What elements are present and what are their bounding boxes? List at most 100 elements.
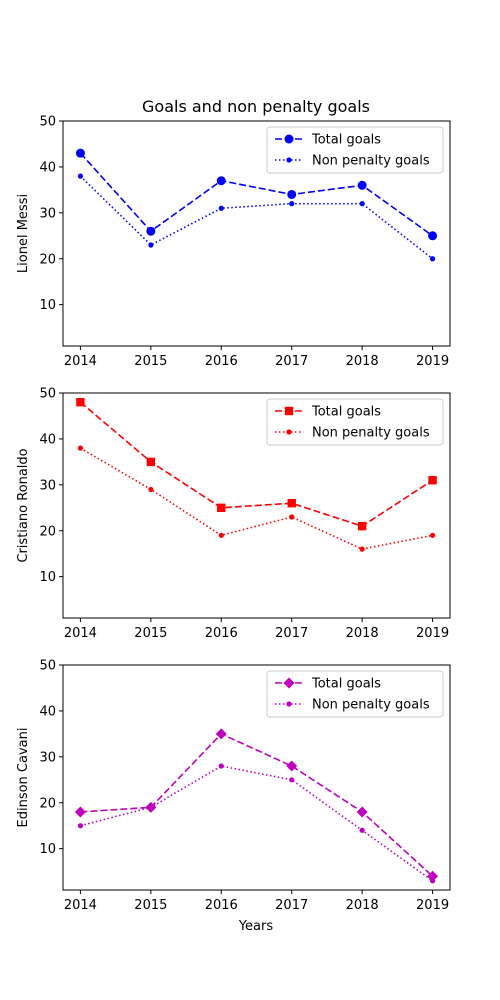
series-line — [80, 765, 434, 882]
x-tick-label: 2018 — [346, 898, 379, 913]
data-point — [429, 532, 436, 538]
x-tick-label: 2014 — [64, 898, 97, 913]
x-tick-label: 2014 — [64, 354, 97, 369]
data-point — [429, 256, 436, 262]
x-tick-label: 2018 — [346, 626, 379, 641]
y-axis-label: Edinson Cavani — [16, 728, 31, 828]
axes-frame — [62, 392, 451, 619]
data-point — [76, 397, 85, 407]
data-point — [289, 777, 295, 783]
data-point — [429, 878, 436, 884]
x-tick-label: 2017 — [275, 898, 308, 913]
data-point — [77, 823, 84, 829]
data-point — [146, 457, 156, 467]
y-tick-label: 10 — [39, 570, 56, 585]
series-non-penalty-goals — [77, 763, 436, 884]
data-point — [218, 763, 224, 769]
data-point — [216, 176, 226, 186]
data-point — [148, 242, 154, 248]
data-point — [359, 827, 365, 833]
legend-marker — [284, 134, 294, 144]
panels: 10 20 30 40 50 2014 2015 2016 2017 2018 2019 Lionel… — [16, 115, 451, 913]
legend-label: Non penalty goals — [312, 426, 430, 441]
series-non-penalty-goals — [77, 445, 436, 552]
y-axis-label: Cristiano Ronaldo — [16, 448, 31, 562]
legend: Total goals Non penalty goals — [266, 670, 444, 718]
series-total-goals — [74, 728, 439, 882]
legend-marker — [286, 701, 292, 707]
legend-label: Non penalty goals — [312, 154, 430, 169]
data-point — [289, 201, 295, 207]
data-point — [359, 201, 365, 207]
data-point — [215, 728, 227, 740]
series-line — [80, 447, 433, 550]
legend-frame — [266, 398, 444, 446]
series-total-goals — [76, 397, 437, 531]
x-tick-label: 2016 — [205, 626, 238, 641]
data-point — [286, 760, 298, 772]
legend-frame — [266, 126, 444, 174]
chart-title: Goals and non penalty goals — [142, 97, 370, 116]
y-tick-label: 30 — [39, 206, 56, 221]
legend-marker — [284, 406, 294, 416]
data-point — [146, 226, 156, 236]
series-line — [79, 401, 434, 528]
x-tick-label: 2015 — [134, 626, 167, 641]
y-tick-label: 10 — [39, 842, 56, 857]
legend-label: Non penalty goals — [312, 698, 430, 713]
legend-label: Total goals — [311, 133, 381, 148]
x-tick-label: 2017 — [275, 626, 308, 641]
y-tick-label: 40 — [39, 432, 56, 447]
y-tick-label: 20 — [39, 524, 56, 539]
y-tick-label: 20 — [39, 796, 56, 811]
legend-marker — [286, 157, 292, 163]
data-point — [357, 521, 367, 531]
x-tick-label: 2019 — [416, 626, 449, 641]
x-tick-label: 2015 — [134, 898, 167, 913]
axes-frame — [62, 120, 451, 347]
series-line — [80, 732, 434, 877]
data-point — [77, 445, 84, 451]
data-point — [359, 546, 365, 552]
series-total-goals — [75, 148, 438, 241]
y-tick-label: 50 — [39, 387, 56, 402]
legend-marker — [283, 677, 295, 689]
data-point — [428, 476, 437, 485]
x-axis-label: Years — [238, 919, 274, 934]
data-point — [148, 804, 154, 810]
y-tick-label: 30 — [39, 478, 56, 493]
data-point — [218, 532, 224, 538]
y-tick-label: 40 — [39, 160, 56, 175]
x-tick-label: 2016 — [205, 354, 238, 369]
x-tick-label: 2016 — [205, 898, 238, 913]
axes-frame — [62, 664, 451, 891]
x-tick-label: 2015 — [134, 354, 167, 369]
legend-label: Total goals — [311, 405, 381, 420]
series-line — [79, 175, 434, 260]
data-point — [289, 514, 295, 520]
x-tick-label: 2017 — [275, 354, 308, 369]
panel-3: 10 20 30 40 50 2014 2015 2016 2017 2018 2019 Edinso… — [16, 659, 451, 913]
legend: Total goals Non penalty goals — [266, 126, 444, 174]
y-tick-label: 40 — [39, 704, 56, 719]
legend-marker — [286, 429, 292, 435]
x-tick-label: 2019 — [416, 898, 449, 913]
data-point — [428, 231, 438, 241]
panel-1: 10 20 30 40 50 2014 2015 2016 2017 2018 2019 Lionel… — [16, 115, 451, 369]
y-tick-label: 20 — [39, 252, 56, 267]
data-point — [75, 148, 85, 158]
data-point — [287, 189, 297, 199]
y-tick-label: 50 — [39, 659, 56, 674]
y-tick-label: 50 — [39, 115, 56, 130]
y-axis-label: Lionel Messi — [16, 194, 31, 273]
data-point — [356, 806, 368, 818]
legend-frame — [266, 670, 444, 718]
data-point — [74, 806, 86, 818]
data-point — [148, 486, 154, 493]
legend: Total goals Non penalty goals — [266, 398, 444, 446]
panel-2: 10 20 30 40 50 2014 2015 2016 2017 2018 2019 Cristi… — [16, 387, 451, 641]
data-point — [77, 173, 84, 179]
x-tick-label: 2018 — [346, 354, 379, 369]
data-point — [357, 180, 367, 190]
